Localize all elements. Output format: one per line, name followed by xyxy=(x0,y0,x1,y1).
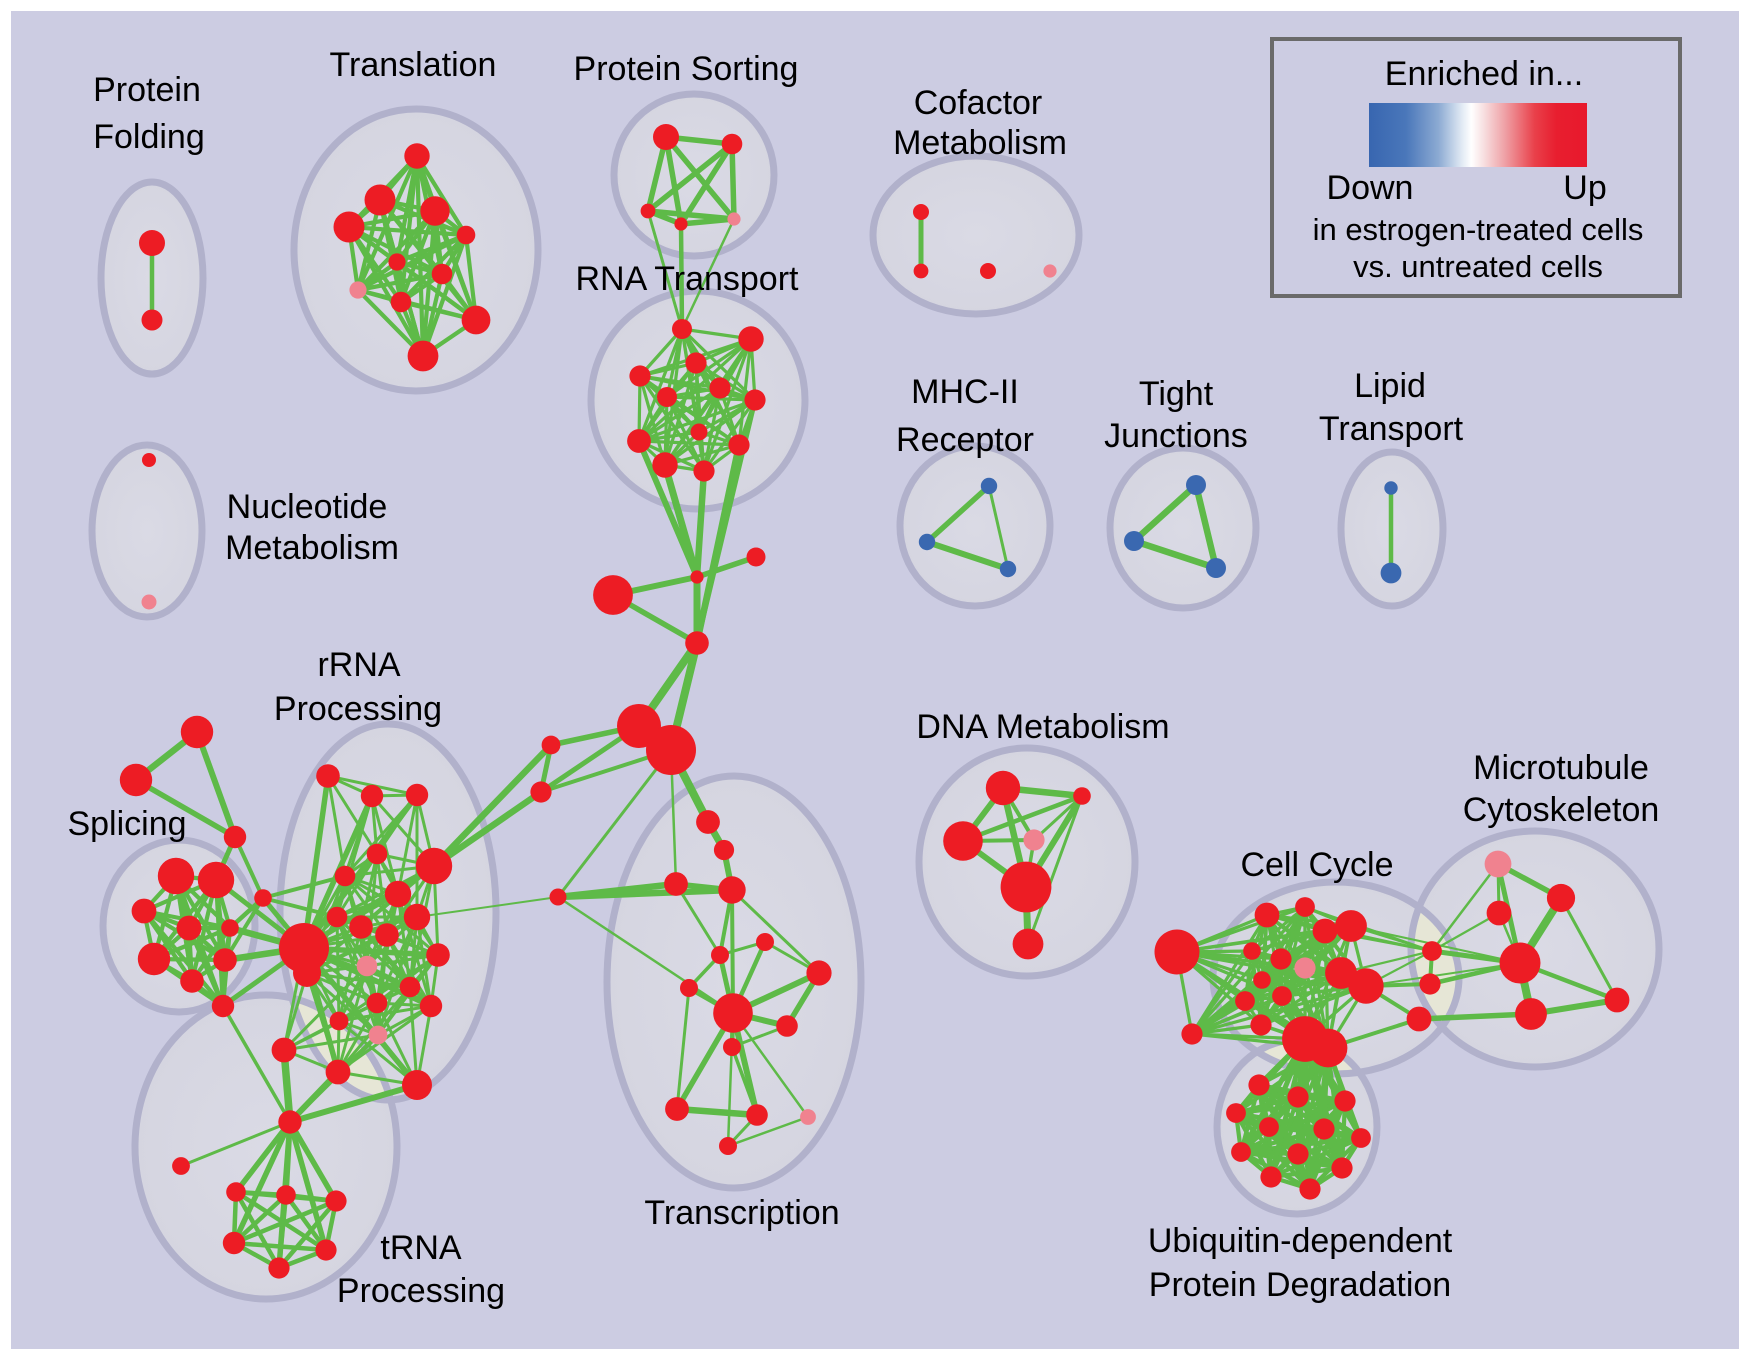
svg-text:Junctions: Junctions xyxy=(1104,417,1248,455)
svg-text:Translation: Translation xyxy=(330,46,497,84)
svg-text:Down: Down xyxy=(1327,169,1414,207)
svg-text:Protein Sorting: Protein Sorting xyxy=(574,50,799,88)
svg-text:tRNA: tRNA xyxy=(380,1229,462,1267)
svg-text:Processing: Processing xyxy=(274,690,442,728)
svg-text:Transcription: Transcription xyxy=(644,1194,839,1232)
svg-text:Lipid: Lipid xyxy=(1354,367,1426,405)
svg-text:rRNA: rRNA xyxy=(317,646,400,684)
svg-text:Transport: Transport xyxy=(1319,410,1464,448)
svg-text:Up: Up xyxy=(1563,169,1606,207)
svg-text:Nucleotide: Nucleotide xyxy=(227,488,388,526)
svg-text:Metabolism: Metabolism xyxy=(225,529,399,567)
svg-text:Protein: Protein xyxy=(93,71,201,109)
svg-text:Enriched in...: Enriched in... xyxy=(1385,55,1583,93)
svg-text:DNA Metabolism: DNA Metabolism xyxy=(916,708,1169,746)
svg-text:Cell Cycle: Cell Cycle xyxy=(1240,846,1393,884)
svg-text:Folding: Folding xyxy=(93,118,205,156)
svg-text:Microtubule: Microtubule xyxy=(1473,749,1649,787)
svg-text:Cofactor: Cofactor xyxy=(914,84,1043,122)
svg-text:Processing: Processing xyxy=(337,1272,505,1310)
svg-text:RNA Transport: RNA Transport xyxy=(576,260,800,298)
svg-text:vs. untreated cells: vs. untreated cells xyxy=(1353,249,1603,284)
svg-text:Receptor: Receptor xyxy=(896,421,1034,459)
svg-text:Protein Degradation: Protein Degradation xyxy=(1149,1266,1451,1304)
svg-text:Metabolism: Metabolism xyxy=(893,124,1067,162)
svg-text:Ubiquitin-dependent: Ubiquitin-dependent xyxy=(1148,1222,1453,1260)
svg-text:Tight: Tight xyxy=(1139,375,1214,413)
svg-text:Cytoskeleton: Cytoskeleton xyxy=(1463,791,1660,829)
svg-text:Splicing: Splicing xyxy=(67,805,186,843)
svg-text:MHC-II: MHC-II xyxy=(911,373,1019,411)
svg-text:in estrogen-treated cells: in estrogen-treated cells xyxy=(1313,212,1644,247)
